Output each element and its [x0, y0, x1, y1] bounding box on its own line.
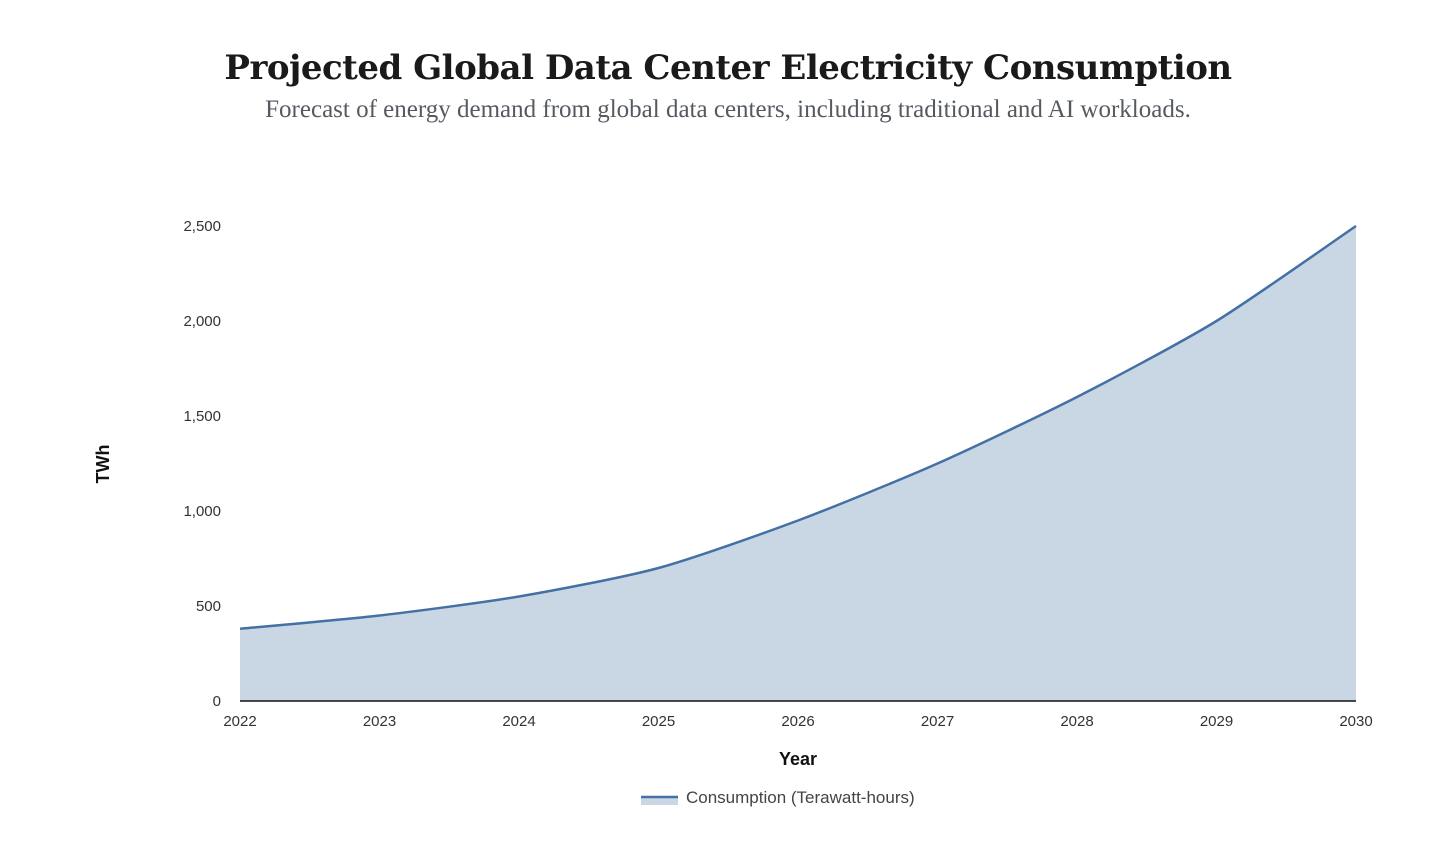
area-fill [240, 226, 1356, 701]
y-tick-label: 1,500 [183, 408, 221, 425]
y-tick-label: 2,500 [183, 218, 221, 235]
x-tick-label: 2024 [502, 713, 535, 730]
x-tick-label: 2027 [921, 713, 954, 730]
x-tick-label: 2026 [781, 713, 814, 730]
x-tick-label: 2022 [223, 713, 256, 730]
legend-label: Consumption (Terawatt-hours) [686, 788, 915, 807]
chart-title: Projected Global Data Center Electricity… [224, 48, 1232, 88]
y-tick-label: 0 [213, 693, 221, 710]
series-line [239, 224, 1357, 631]
y-tick-label: 1,000 [183, 503, 221, 520]
y-tick-label: 500 [196, 598, 221, 615]
x-tick-label: 2030 [1339, 713, 1372, 730]
y-axis-label: TWh [93, 445, 113, 484]
chart-subtitle: Forecast of energy demand from global da… [265, 96, 1191, 123]
x-axis-label: Year [779, 749, 817, 769]
x-tick-label: 2025 [642, 713, 675, 730]
x-tick-label: 2023 [363, 713, 396, 730]
x-tick-label: 2029 [1200, 713, 1233, 730]
legend-swatch-fill [641, 796, 678, 805]
x-tick-label: 2028 [1060, 713, 1093, 730]
legend[interactable]: Consumption (Terawatt-hours) [641, 788, 915, 807]
y-tick-label: 2,000 [183, 313, 221, 330]
